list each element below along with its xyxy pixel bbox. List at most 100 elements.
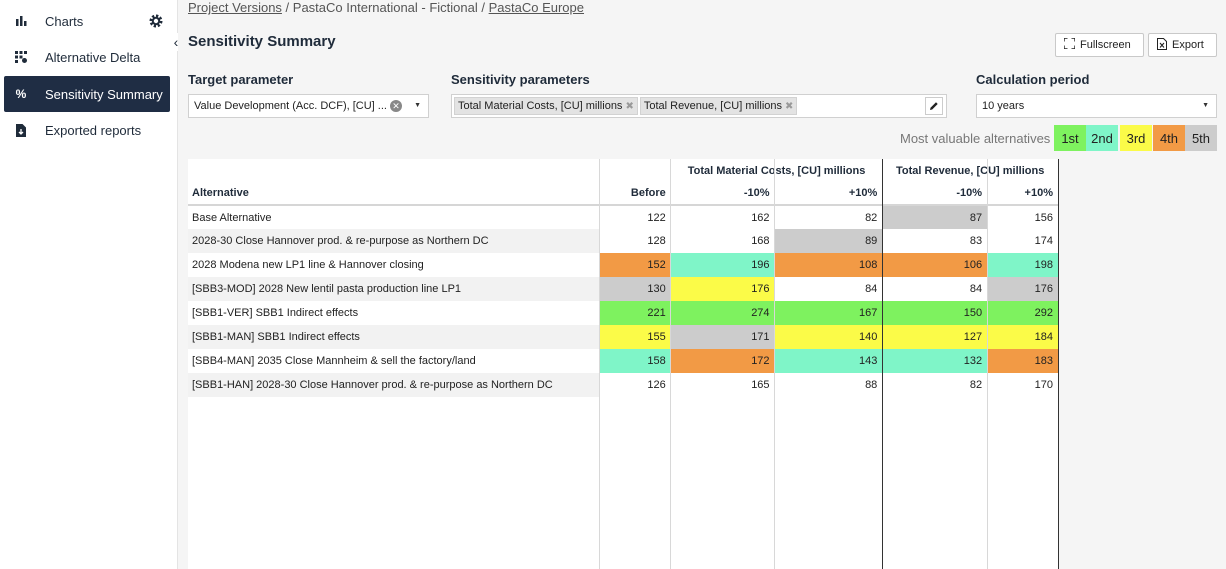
table-row: 2028-30 Close Hannover prod. & re-purpos…: [188, 229, 1058, 253]
sidebar-item-label: Alternative Delta: [45, 49, 141, 65]
sensitivity-chip: Total Revenue, [CU] millions ✖: [639, 97, 798, 115]
value-cell: 221: [599, 301, 671, 325]
column-group-material-costs: Total Material Costs, [CU] millions: [687, 164, 866, 177]
table-row: [SBB3-MOD] 2028 New lentil pasta product…: [188, 277, 1058, 301]
value-cell: 292: [987, 301, 1058, 325]
value-cell: 127: [882, 325, 988, 349]
value-cell: 126: [599, 373, 671, 397]
alternative-name: [SBB1-HAN] 2028-30 Close Hannover prod. …: [188, 373, 600, 397]
value-cell: 176: [670, 277, 775, 301]
value-cell: 143: [774, 349, 883, 373]
value-cell: 84: [774, 277, 883, 301]
breadcrumb: Project Versions / PastaCo International…: [188, 0, 584, 15]
calculation-period-select[interactable]: 10 years ▼: [976, 94, 1217, 118]
sidebar-item-exported-reports[interactable]: Exported reports: [4, 112, 170, 148]
breadcrumb-project-versions[interactable]: Project Versions: [188, 0, 282, 15]
column-header-plus10: +10%: [848, 187, 878, 199]
value-cell: 132: [882, 349, 988, 373]
alternative-name: [SBB1-VER] SBB1 Indirect effects: [188, 301, 600, 325]
column-header-alternative: Alternative: [192, 187, 249, 199]
chip-label: Total Material Costs, [CU] millions: [458, 100, 623, 112]
breadcrumb-middle: PastaCo International - Fictional: [292, 0, 478, 15]
sensitivity-table: Total Material Costs, [CU] millions Tota…: [188, 159, 1059, 569]
sidebar-item-alternative-delta[interactable]: Alternative Delta: [4, 39, 170, 75]
value-cell: 176: [987, 277, 1058, 301]
calculation-period-label: Calculation period: [976, 72, 1090, 87]
bar-chart-icon: [4, 16, 38, 26]
alternative-name: [SBB1-MAN] SBB1 Indirect effects: [188, 325, 600, 349]
file-download-icon: [4, 123, 38, 137]
clear-icon[interactable]: ✕: [390, 100, 402, 112]
value-cell: 89: [774, 229, 883, 253]
value-cell: 84: [882, 277, 988, 301]
legend-rank-4th: 4th: [1153, 125, 1185, 151]
sensitivity-chip: Total Material Costs, [CU] millions ✖: [454, 97, 638, 115]
value-cell: 158: [599, 349, 671, 373]
sensitivity-parameters-field[interactable]: Total Material Costs, [CU] millions ✖ Tot…: [451, 94, 947, 118]
main-content: Project Versions / PastaCo International…: [178, 0, 1226, 569]
legend-rank-3rd: 3rd: [1120, 125, 1152, 151]
breadcrumb-separator: /: [281, 0, 293, 15]
fullscreen-label: Fullscreen: [1080, 39, 1131, 51]
edit-pencil-icon[interactable]: [925, 97, 943, 115]
legend-rank-5th: 5th: [1185, 125, 1217, 151]
alternative-name: Base Alternative: [188, 205, 600, 229]
remove-chip-icon[interactable]: ✖: [625, 100, 634, 112]
column-header-plus10: +10%: [1024, 187, 1053, 199]
value-cell: 171: [670, 325, 775, 349]
value-cell: 198: [987, 253, 1058, 277]
table-row: [SBB1-MAN] SBB1 Indirect effects 155 171 14…: [188, 325, 1058, 349]
chevron-down-icon: ▼: [414, 102, 421, 109]
table-row: [SBB1-VER] SBB1 Indirect effects 221 274 16…: [188, 301, 1058, 325]
breadcrumb-separator: /: [477, 0, 489, 15]
export-button[interactable]: Export: [1148, 33, 1217, 57]
value-cell: 122: [599, 205, 671, 229]
value-cell: 82: [774, 205, 883, 229]
chip-label: Total Revenue, [CU] millions: [643, 100, 782, 112]
value-cell: 167: [774, 301, 883, 325]
value-cell: 165: [670, 373, 775, 397]
export-label: Export: [1172, 39, 1204, 51]
alternative-name: [SBB3-MOD] 2028 New lentil pasta product…: [188, 277, 600, 301]
value-cell: 140: [774, 325, 883, 349]
sidebar-item-label: Exported reports: [45, 122, 142, 138]
fullscreen-button[interactable]: Fullscreen: [1055, 33, 1144, 57]
value-cell: 168: [670, 229, 775, 253]
value-cell: 88: [774, 373, 883, 397]
column-header-before: Before: [630, 187, 666, 199]
alternative-name: 2028-30 Close Hannover prod. & re-purpos…: [188, 229, 600, 253]
breadcrumb-pastaco-europe[interactable]: PastaCo Europe: [488, 0, 585, 15]
sidebar-item-charts[interactable]: Charts: [4, 3, 170, 39]
table: Total Material Costs, [CU] millions Tota…: [188, 159, 1058, 397]
sensitivity-parameters-label: Sensitivity parameters: [451, 72, 590, 87]
value-cell: 274: [670, 301, 775, 325]
sidebar-item-sensitivity-summary[interactable]: % Sensitivity Summary: [4, 76, 170, 112]
value-cell: 174: [987, 229, 1058, 253]
target-parameter-select[interactable]: Value Development (Acc. DCF), [CU] ... ✕…: [188, 94, 429, 118]
column-header-minus10: -10%: [743, 187, 770, 199]
value-cell: 150: [882, 301, 988, 325]
percent-icon: %: [15, 87, 27, 101]
sidebar-item-label: Charts: [45, 13, 84, 29]
value-cell: 196: [670, 253, 775, 277]
column-header-minus10: -10%: [956, 187, 983, 199]
alternative-name: 2028 Modena new LP1 line & Hannover clos…: [188, 253, 600, 277]
value-cell: 155: [599, 325, 671, 349]
value-cell: 106: [882, 253, 988, 277]
value-cell: 82: [882, 373, 988, 397]
value-cell: 128: [599, 229, 671, 253]
table-row: [SBB4-MAN] 2035 Close Mannheim & sell th…: [188, 349, 1058, 373]
value-cell: 130: [599, 277, 671, 301]
value-cell: 184: [987, 325, 1058, 349]
target-parameter-value: Value Development (Acc. DCF), [CU] ...: [194, 100, 387, 112]
legend-label: Most valuable alternatives: [900, 131, 1051, 146]
value-cell: 87: [882, 205, 988, 229]
settings-gear-icon[interactable]: [148, 13, 164, 29]
grid-icon: [4, 51, 38, 63]
value-cell: 183: [987, 349, 1058, 373]
table-row: Base Alternative 122 162 82 87 156: [188, 205, 1058, 229]
remove-chip-icon[interactable]: ✖: [785, 100, 794, 112]
value-cell: 162: [670, 205, 775, 229]
column-group-revenue: Total Revenue, [CU] millions: [896, 164, 1045, 177]
fullscreen-icon: [1063, 37, 1076, 52]
